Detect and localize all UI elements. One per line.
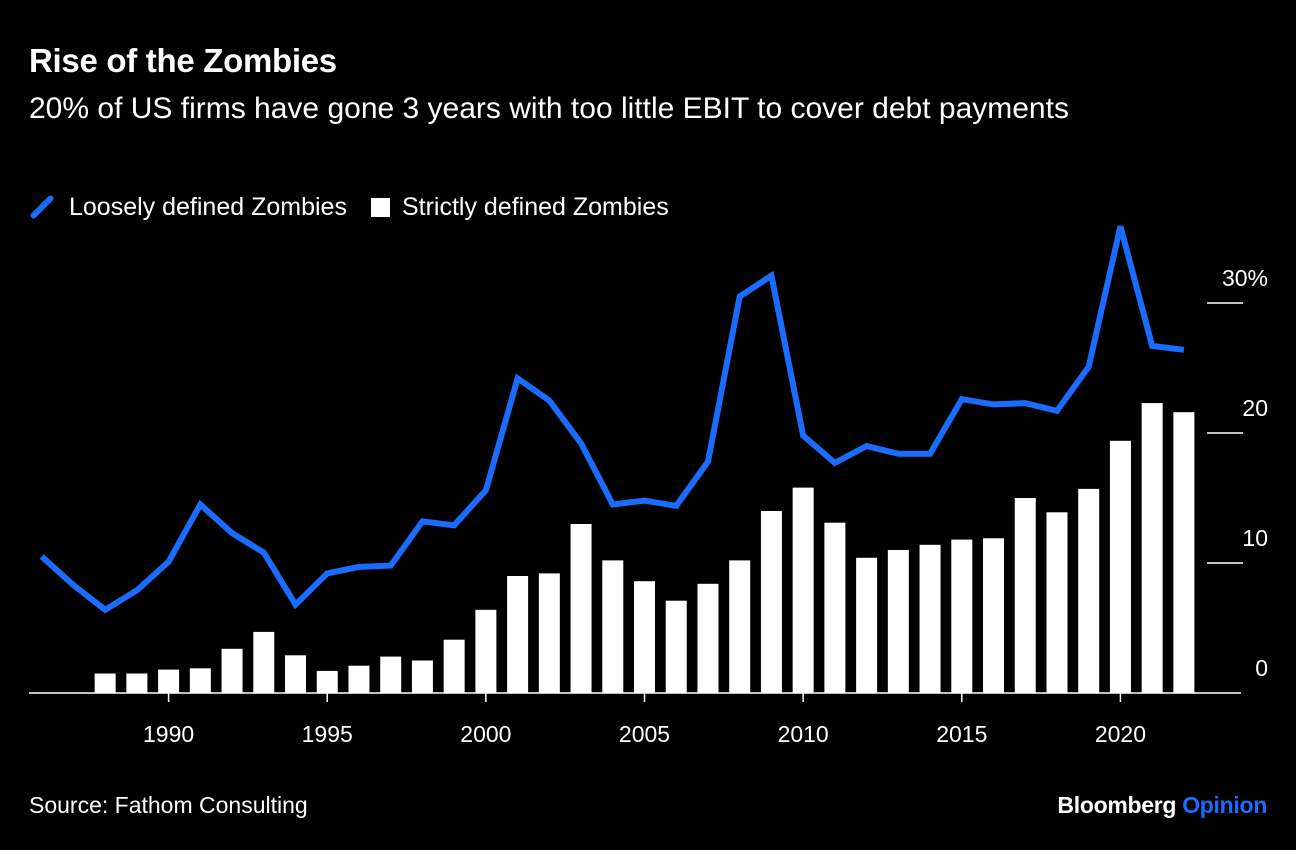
bar-strictly — [792, 487, 814, 693]
bar-strictly — [1141, 403, 1163, 693]
x-tick-label: 2020 — [1095, 721, 1146, 747]
bar-strictly — [887, 550, 909, 693]
bar-strictly — [348, 665, 370, 693]
bar-strictly — [1014, 498, 1036, 693]
bar-strictly — [1046, 512, 1068, 693]
chart-title: Rise of the Zombies — [29, 42, 337, 79]
legend-label-loosely: Loosely defined Zombies — [69, 192, 347, 221]
bar-strictly — [570, 524, 592, 693]
x-tick-label: 1990 — [143, 721, 194, 747]
bar-strictly — [951, 539, 973, 693]
line-loosely — [39, 225, 1185, 614]
x-tick-label: 2005 — [619, 721, 670, 747]
bar-strictly — [538, 573, 560, 693]
bar-strictly — [1109, 440, 1131, 693]
brand-logo: Bloomberg Opinion — [1057, 792, 1267, 819]
brand-name: Bloomberg — [1057, 792, 1177, 818]
bar-strictly — [189, 668, 211, 693]
source-note: Source: Fathom Consulting — [29, 792, 308, 818]
bar-strictly — [126, 673, 148, 693]
bar-strictly — [665, 600, 687, 693]
bar-strictly — [856, 557, 878, 693]
bar-strictly — [475, 609, 497, 693]
bar-strictly — [443, 639, 465, 693]
legend-bar-swatch — [370, 197, 390, 217]
bar-strictly — [158, 669, 180, 693]
bar-strictly — [697, 583, 719, 693]
x-tick-label: 1995 — [302, 721, 353, 747]
bar-strictly — [507, 576, 529, 693]
bar-strictly — [285, 655, 307, 693]
bar-strictly — [824, 522, 846, 693]
legend-item-strictly: Strictly defined Zombies — [370, 192, 669, 222]
brand-accent: Opinion — [1182, 792, 1267, 818]
bar-strictly — [983, 538, 1005, 693]
x-tick-label: 2010 — [778, 721, 829, 747]
x-tick-label: 2000 — [460, 721, 511, 747]
bar-strictly — [760, 511, 782, 693]
bar-strictly — [919, 544, 941, 693]
bar-strictly — [634, 581, 656, 693]
y-tick-label: 20 — [1242, 395, 1268, 421]
chart-subtitle: 20% of US firms have gone 3 years with t… — [29, 92, 1069, 125]
y-tick-label: 0 — [1255, 655, 1268, 681]
bar-strictly — [380, 656, 402, 693]
bar-strictly — [1078, 488, 1100, 693]
y-tick-label: 30% — [1222, 265, 1268, 291]
x-tick-label: 2015 — [936, 721, 987, 747]
legend: Loosely defined Zombies Strictly defined… — [29, 190, 693, 224]
legend-label-strictly: Strictly defined Zombies — [401, 192, 669, 221]
bar-strictly — [253, 631, 275, 693]
bar-strictly — [94, 673, 116, 693]
legend-item-loosely: Loosely defined Zombies — [29, 193, 347, 222]
bar-strictly — [221, 648, 243, 693]
bar-strictly — [729, 560, 751, 693]
bar-strictly — [602, 560, 624, 693]
bar-strictly — [316, 670, 338, 693]
bar-strictly — [1173, 412, 1195, 693]
bar-strictly — [411, 660, 433, 693]
y-tick-label: 10 — [1242, 525, 1268, 551]
